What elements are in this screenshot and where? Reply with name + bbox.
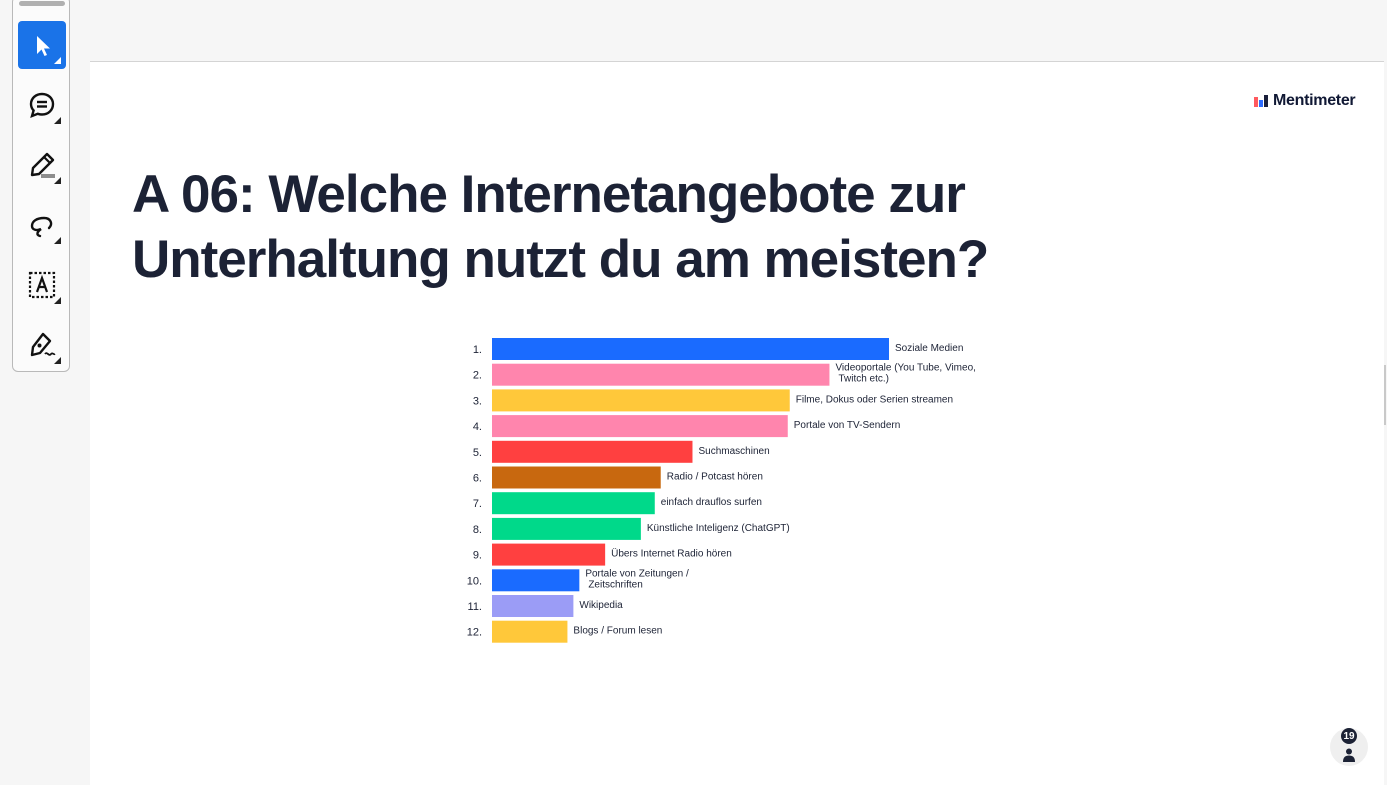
bar-rank-label: 3.: [473, 395, 482, 407]
result-bar: [492, 620, 568, 643]
pen-icon: [30, 332, 56, 357]
comment-tool-button[interactable]: [18, 81, 66, 129]
result-bar: [492, 389, 790, 412]
draw-tool-button[interactable]: [18, 321, 66, 369]
tool-options-indicator: [54, 177, 61, 184]
mentimeter-logo: Mentimeter: [1254, 92, 1356, 110]
vertical-scrollbar[interactable]: [1384, 365, 1386, 425]
bar-rank-label: 4.: [473, 421, 482, 433]
text-box-icon: [28, 271, 56, 299]
freeform-tool-button[interactable]: [18, 201, 66, 249]
bar-category-label: Suchmaschinen: [698, 446, 769, 457]
result-bar: [492, 569, 580, 592]
bar-category-label: Videoportale (You Tube, Vimeo, Twitch etc…: [835, 363, 975, 385]
lasso-icon: [30, 216, 53, 238]
result-bar: [492, 415, 788, 438]
bar-category-label: Wikipedia: [579, 600, 623, 611]
bar-rank-label: 11.: [468, 601, 482, 613]
highlighter-icon: [30, 152, 55, 178]
bar-rank-label: 8.: [473, 524, 482, 536]
participant-counter[interactable]: 19: [1330, 728, 1368, 766]
bar-rank-label: 6.: [473, 473, 482, 485]
results-bar-chart: 1. Soziale Medien 2. Videoportale (You Tube…: [467, 338, 976, 643]
bar-category-label: Portale von TV-Sendern: [794, 420, 901, 431]
bar-rank-label: 1.: [473, 344, 482, 356]
participant-count-badge: 19: [1341, 728, 1357, 744]
select-tool-button[interactable]: [18, 21, 66, 69]
bar-rank-label: 5.: [473, 447, 482, 459]
mentimeter-mark-icon: [1254, 95, 1268, 107]
bar-category-label: Soziale Medien: [895, 343, 963, 354]
result-bar: [492, 338, 889, 360]
bar-category-label: Künstliche Inteligenz (ChatGPT): [647, 523, 790, 534]
slide-title: A 06: Welche Internetangebote zur Unterh…: [132, 165, 989, 289]
highlight-tool-button[interactable]: [18, 141, 66, 189]
bar-rank-label: 9.: [473, 550, 482, 562]
toolbar-drag-handle[interactable]: [19, 1, 65, 6]
tool-options-indicator: [54, 357, 61, 364]
result-bar: [492, 466, 661, 489]
tool-options-indicator: [54, 57, 61, 64]
tool-options-indicator: [54, 237, 61, 244]
bar-rank-label: 12.: [467, 627, 482, 639]
bar-category-label: Portale von Zeitungen / Zeitschriften: [585, 568, 689, 590]
bar-rank-label: 2.: [473, 370, 482, 382]
result-bar: [492, 440, 693, 463]
tool-options-indicator: [54, 117, 61, 124]
tool-options-indicator: [54, 297, 61, 304]
bar-category-label: Filme, Dokus oder Serien streamen: [796, 394, 953, 405]
presentation-slide: Mentimeter A 06: Welche Internetangebote…: [90, 62, 1384, 785]
result-bar: [492, 492, 655, 515]
comment-icon: [29, 92, 55, 118]
mentimeter-brand-text: Mentimeter: [1273, 92, 1356, 109]
bar-category-label: Radio / Potcast hören: [667, 472, 763, 483]
bar-category-label: Übers Internet Radio hören: [611, 548, 732, 560]
result-bar: [492, 517, 641, 540]
person-icon: [1343, 748, 1355, 762]
result-bar: [492, 363, 830, 386]
bar-category-label: einfach drauflos surfen: [661, 497, 762, 508]
result-bar: [492, 543, 606, 566]
bar-rank-label: 10.: [467, 575, 482, 587]
annotation-toolbar: [12, 0, 70, 372]
bar-rank-label: 7.: [473, 498, 482, 510]
pointer-arrow-icon: [37, 36, 50, 56]
slide-divider: [90, 61, 1384, 62]
text-tool-button[interactable]: [18, 261, 66, 309]
bar-category-label: Blogs / Forum lesen: [573, 626, 662, 637]
result-bar: [492, 595, 574, 617]
